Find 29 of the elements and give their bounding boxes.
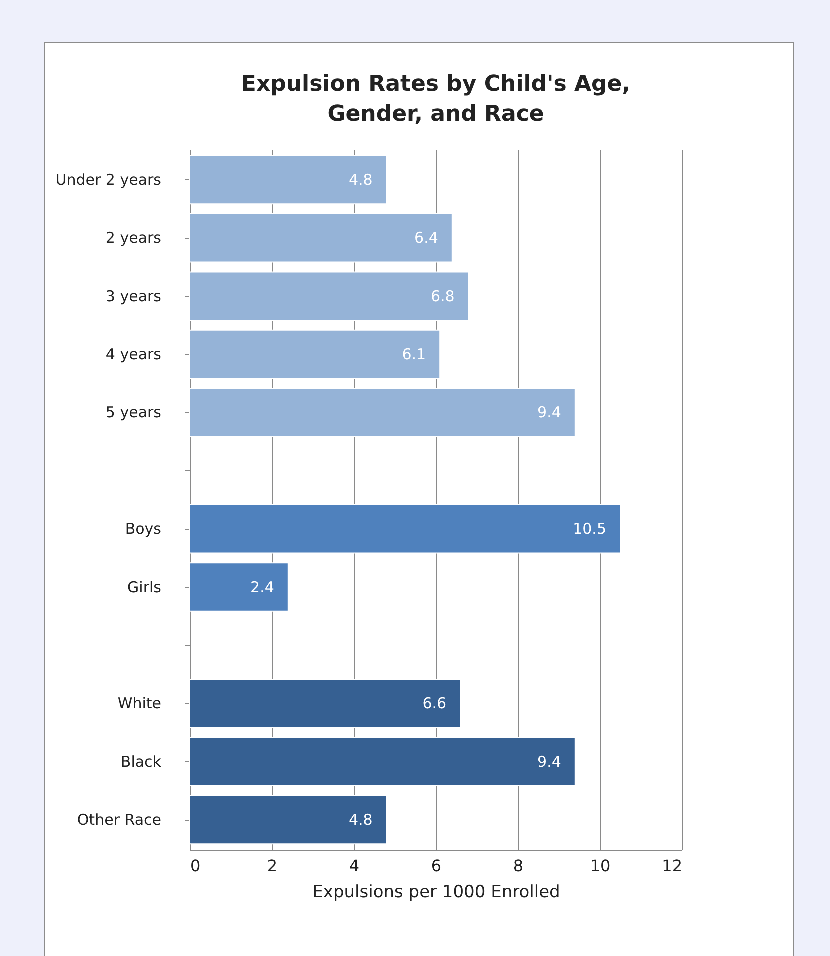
y-tick-label: Other Race: [77, 811, 162, 830]
x-tick-label: 8: [513, 856, 524, 876]
data-label: 2.4: [250, 578, 274, 596]
y-tick-label: Boys: [125, 520, 162, 538]
x-tick-label: 12: [662, 856, 682, 876]
data-label: 9.4: [538, 404, 562, 422]
y-tick-label: White: [118, 694, 162, 713]
data-label: 6.6: [422, 694, 447, 713]
data-label: 9.4: [538, 752, 562, 771]
chart-title: Expulsion Rates by Child's Age, Gender, and Race: [241, 72, 631, 127]
y-tick-label: 2 years: [106, 229, 162, 248]
x-tick-label: 6: [431, 856, 442, 876]
data-label: 6.1: [402, 346, 426, 364]
x-tick-label: 10: [590, 856, 611, 876]
data-label: 6.4: [414, 229, 438, 248]
data-label: 6.8: [430, 287, 455, 306]
data-label: 10.5: [573, 520, 606, 538]
y-tick-label: Black: [120, 752, 162, 771]
data-label: 4.8: [348, 170, 373, 189]
y-tick-label: Girls: [128, 578, 162, 596]
y-tick-label: 3 years: [106, 287, 162, 306]
data-label: 4.8: [348, 811, 373, 830]
x-axis-title: Expulsions per 1000 Enrolled: [312, 882, 560, 902]
y-tick-label: Under 2 years: [56, 170, 162, 189]
y-tick-label: 4 years: [106, 346, 162, 364]
x-tick-label: 2: [267, 856, 278, 876]
y-tick-label: 5 years: [106, 404, 162, 422]
x-tick-label: 0: [190, 856, 201, 876]
x-tick-label: 4: [349, 856, 360, 876]
